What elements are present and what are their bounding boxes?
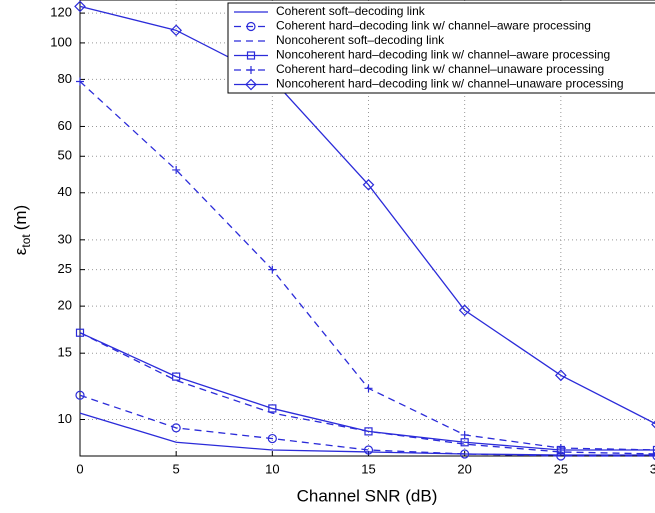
series-line	[79, 332, 655, 455]
legend-label: Coherent hard–decoding link w/ channel–u…	[276, 62, 604, 76]
y-tick-label: 120	[50, 5, 72, 20]
marker	[75, 390, 85, 400]
marker	[74, 0, 86, 13]
x-tick-label: 0	[76, 461, 83, 476]
y-tick-label: 20	[58, 298, 72, 313]
legend-label: Coherent hard–decoding link w/ channel–a…	[276, 19, 591, 33]
y-tick-label: 15	[58, 345, 72, 360]
x-tick-label: 15	[361, 461, 375, 476]
y-unit: (m)	[11, 205, 30, 230]
series-line	[79, 80, 655, 451]
series-line	[79, 5, 655, 425]
marker	[171, 423, 181, 433]
marker	[364, 384, 373, 393]
series-line	[79, 394, 655, 457]
y-tick-label: 50	[58, 148, 72, 163]
marker	[75, 328, 85, 337]
marker	[458, 304, 471, 317]
marker	[556, 444, 565, 453]
legend-box	[227, 2, 655, 94]
marker	[460, 430, 469, 439]
marker	[268, 265, 277, 274]
plot-frame	[79, 0, 655, 457]
marker	[651, 420, 655, 429]
series-line	[79, 332, 655, 451]
marker	[245, 78, 257, 91]
marker	[170, 24, 183, 37]
y-tick-label: 100	[50, 34, 72, 49]
y-axis-label: εtot (m)	[11, 205, 33, 255]
marker	[172, 372, 181, 381]
marker	[172, 165, 181, 174]
legend-label: Noncoherent hard–decoding link w/ channe…	[276, 48, 610, 62]
y-tick-label: 30	[58, 231, 72, 246]
marker	[247, 66, 255, 74]
series-line	[79, 412, 655, 456]
marker	[554, 369, 567, 382]
y-tick-label: 80	[58, 71, 72, 86]
marker	[364, 427, 373, 436]
x-tick-label: 10	[265, 461, 279, 476]
y-tick-label: 60	[58, 118, 72, 133]
y-subscript: tot	[19, 234, 33, 248]
x-tick-label: 5	[173, 461, 180, 476]
x-axis-label: Channel SNR (dB)	[297, 486, 438, 505]
marker	[267, 433, 277, 444]
marker	[652, 451, 655, 461]
legend-label: Coherent soft–decoding link	[276, 4, 426, 18]
marker	[363, 445, 374, 455]
legend-label: Noncoherent soft–decoding link	[276, 33, 445, 47]
marker	[268, 404, 277, 413]
marker	[246, 51, 256, 60]
y-tick-label: 10	[58, 411, 72, 426]
x-tick-label: 30	[650, 461, 655, 476]
y-symbol: ε	[11, 247, 30, 255]
x-tick-label: 25	[554, 461, 568, 476]
legend-label: Noncoherent hard–decoding link w/ channe…	[276, 77, 624, 91]
marker	[653, 449, 655, 451]
y-tick-label: 40	[58, 184, 72, 199]
x-tick-label: 20	[457, 461, 471, 476]
marker	[76, 77, 84, 86]
marker	[362, 178, 375, 191]
marker	[246, 21, 256, 32]
y-tick-label: 25	[58, 261, 72, 276]
marker	[460, 449, 470, 459]
